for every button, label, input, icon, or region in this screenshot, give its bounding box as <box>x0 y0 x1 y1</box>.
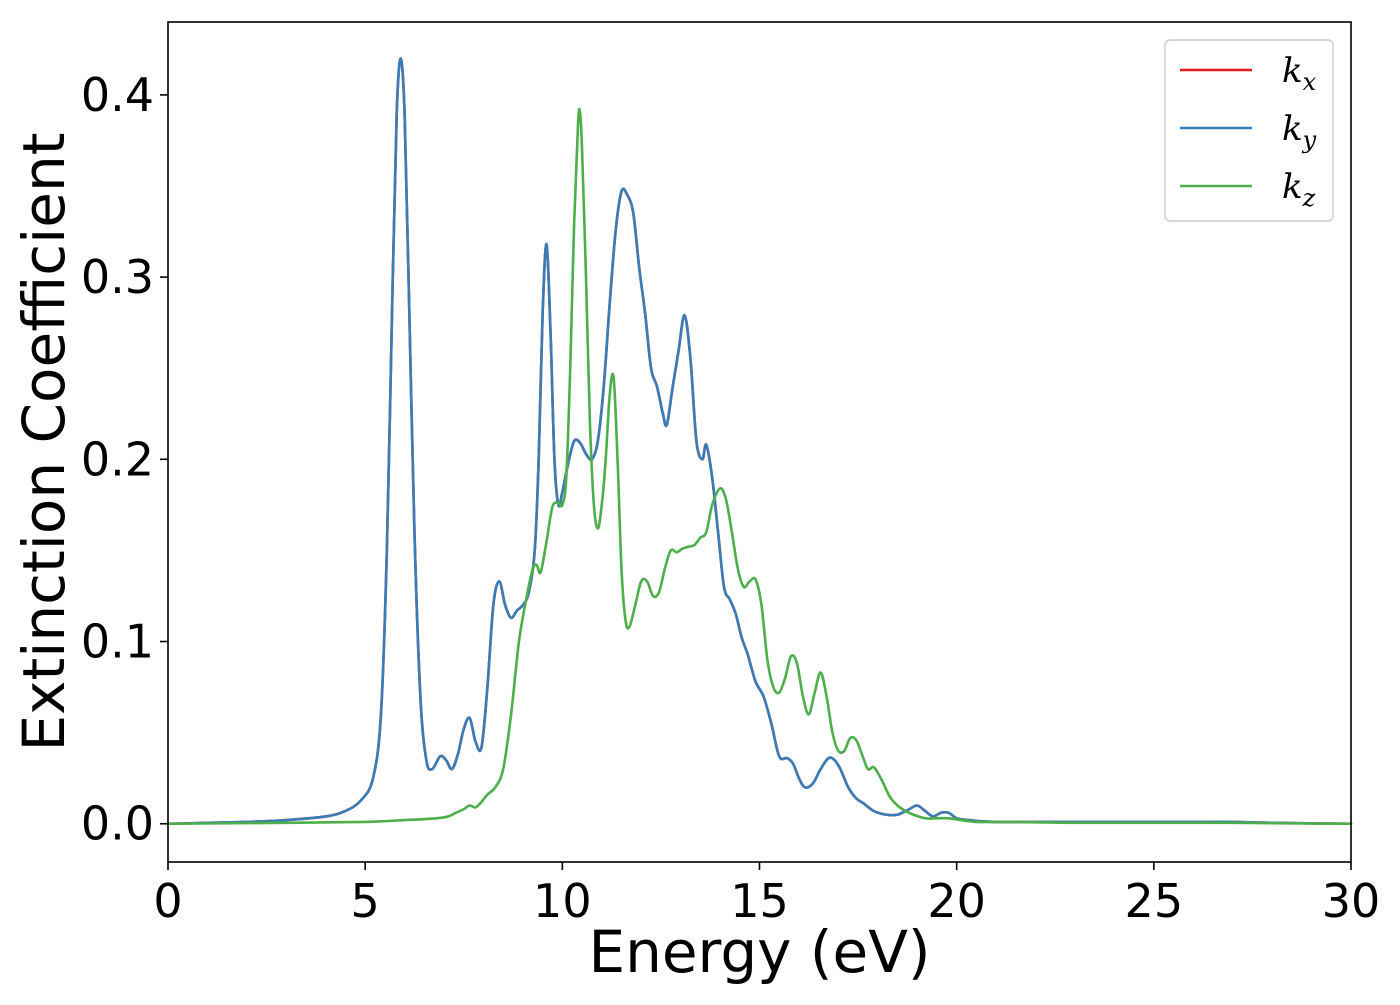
y-tick-label: 0.1 <box>81 615 154 669</box>
legend-label-x: kx <box>1282 51 1317 96</box>
y-tick-label: 0.3 <box>81 250 154 304</box>
legend-label-z: kz <box>1282 167 1316 212</box>
legend-box <box>1164 39 1334 222</box>
x-tick-label: 25 <box>1125 874 1184 928</box>
x-axis-ticks: 0 5 10 15 20 25 30 <box>153 862 1380 928</box>
x-tick-label: 0 <box>153 874 182 928</box>
x-tick-label: 30 <box>1322 874 1381 928</box>
x-tick-label: 15 <box>730 874 789 928</box>
x-axis-label: Energy (eV) <box>588 918 930 986</box>
series-line-z <box>166 107 1353 826</box>
legend: kx ky kz <box>1164 39 1334 222</box>
legend-label-y: ky <box>1282 109 1317 154</box>
y-tick-label: 0.0 <box>81 797 154 851</box>
series-layer <box>166 57 1353 826</box>
x-tick-label: 10 <box>533 874 592 928</box>
x-tick-label: 20 <box>927 874 986 928</box>
y-tick-label: 0.4 <box>81 68 154 122</box>
y-axis-label: Extinction Coefficient <box>10 133 78 752</box>
y-tick-label: 0.2 <box>81 432 154 486</box>
x-tick-label: 5 <box>351 874 380 928</box>
series-line-y <box>166 57 1353 826</box>
y-axis-ticks: 0.0 0.1 0.2 0.3 0.4 <box>81 68 168 851</box>
